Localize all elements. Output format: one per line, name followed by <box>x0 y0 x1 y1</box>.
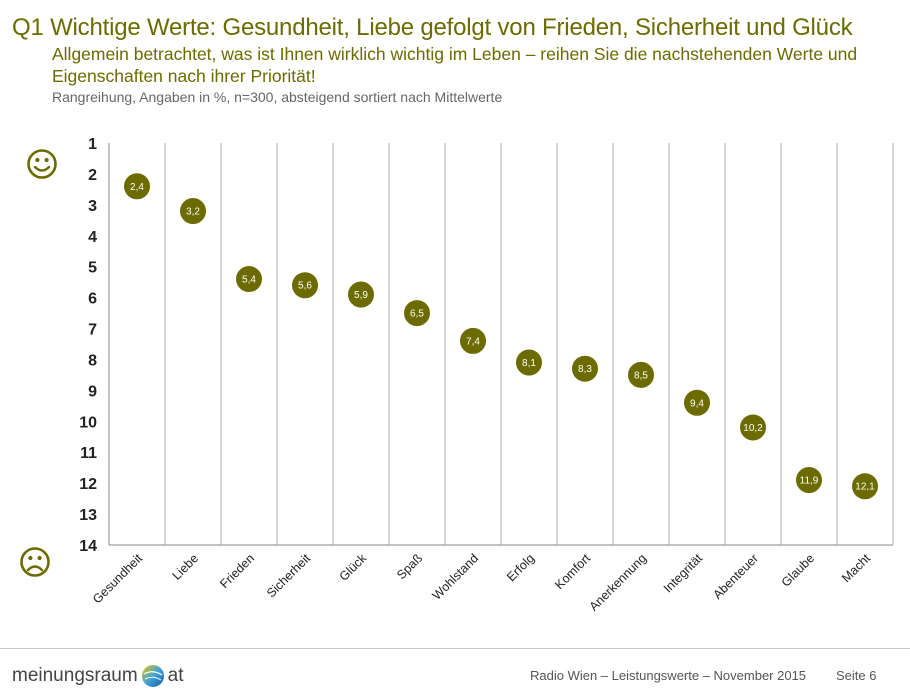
data-label: 7,4 <box>466 336 480 347</box>
y-tick-label: 7 <box>88 322 97 339</box>
footer-source: Radio Wien – Leistungswerte – November 2… <box>530 668 807 683</box>
x-tick-label: Integrität <box>661 551 706 596</box>
data-label: 12,1 <box>855 482 875 493</box>
x-tick-label: Anerkennung <box>587 551 650 614</box>
smiley-face-icon <box>27 149 57 179</box>
y-tick-label: 14 <box>79 538 97 555</box>
x-tick-label: Glück <box>337 551 370 584</box>
x-tick-label: Gesundheit <box>90 551 145 606</box>
footer-divider <box>0 648 910 649</box>
data-label: 11,9 <box>800 476 819 487</box>
face-eye <box>37 555 42 561</box>
x-tick-label: Wohlstand <box>430 551 482 603</box>
data-label: 9,4 <box>690 398 704 409</box>
data-label: 10,2 <box>743 423 763 434</box>
x-tick-label: Macht <box>839 551 873 585</box>
data-points: 2,4 3,2 5,4 5,6 5,9 6,5 7,4 8,1 8,3 8,5 9,4 10,2 11,… <box>123 172 879 501</box>
y-tick-label: 3 <box>88 198 97 215</box>
y-tick-label: 8 <box>88 352 97 369</box>
grid <box>164 143 894 545</box>
data-point <box>179 197 207 226</box>
data-label: 3,2 <box>186 207 200 218</box>
face-eye <box>35 157 40 163</box>
rating-icons <box>20 149 57 577</box>
data-point <box>403 299 431 328</box>
face-eye <box>44 157 49 163</box>
x-tick-label: Liebe <box>170 551 202 583</box>
globe-icon <box>141 665 164 687</box>
y-tick-label: 10 <box>79 414 97 431</box>
data-point <box>291 271 319 300</box>
data-point <box>683 388 711 417</box>
y-tick-label: 12 <box>79 476 97 493</box>
y-tick-label: 9 <box>88 383 97 400</box>
y-tick-label: 4 <box>88 229 97 246</box>
logo-text-left: meinungsraum <box>12 665 138 686</box>
x-tick-label: Frieden <box>217 551 257 591</box>
data-label: 5,4 <box>242 275 256 286</box>
data-point <box>459 326 487 355</box>
data-point <box>123 172 151 201</box>
frowning-face-icon <box>20 547 50 577</box>
data-point <box>627 360 655 389</box>
x-tick-label: Glaube <box>779 551 817 589</box>
y-tick-label: 2 <box>88 167 97 184</box>
y-tick-label: 6 <box>88 291 97 308</box>
y-tick-label: 13 <box>79 507 97 524</box>
face-mouth <box>26 565 44 572</box>
data-point <box>235 265 263 294</box>
data-label: 2,4 <box>130 182 144 193</box>
x-tick-label: Komfort <box>552 551 593 592</box>
face-mouth <box>33 165 51 172</box>
page-title: Q1 Wichtige Werte: Gesundheit, Liebe gef… <box>12 14 853 41</box>
data-point <box>739 413 767 442</box>
data-label: 5,9 <box>354 290 368 301</box>
x-tick-label: Spaß <box>394 551 425 582</box>
data-point <box>347 280 375 309</box>
data-point <box>795 466 823 495</box>
face-outline <box>20 547 50 577</box>
x-tick-labels: Gesundheit Liebe Frieden Sicherheit Glück Spa… <box>90 551 873 614</box>
data-label: 8,3 <box>578 364 592 375</box>
y-tick-label: 1 <box>88 136 97 153</box>
chart-subtitle: Allgemein betrachtet, was ist Ihnen wirk… <box>52 44 858 86</box>
chart-note: Rangreihung, Angaben in %, n=300, abstei… <box>52 89 503 105</box>
x-tick-label: Abenteuer <box>710 551 761 602</box>
logo: meinungsraum at <box>12 662 184 690</box>
data-point <box>515 348 543 377</box>
data-label: 8,5 <box>634 370 648 381</box>
x-tick-label: Sicherheit <box>264 551 314 601</box>
face-eye <box>28 555 33 561</box>
data-point <box>851 472 879 501</box>
x-tick-label: Erfolg <box>504 551 537 584</box>
y-tick-label: 5 <box>88 260 97 277</box>
y-tick-label: 11 <box>80 445 97 462</box>
data-label: 6,5 <box>410 309 424 320</box>
logo-text-right: at <box>167 665 184 686</box>
page-number: Seite 6 <box>836 668 877 683</box>
face-outline <box>27 149 57 179</box>
data-label: 8,1 <box>522 358 536 369</box>
data-label: 5,6 <box>298 281 312 292</box>
data-point <box>571 354 599 383</box>
